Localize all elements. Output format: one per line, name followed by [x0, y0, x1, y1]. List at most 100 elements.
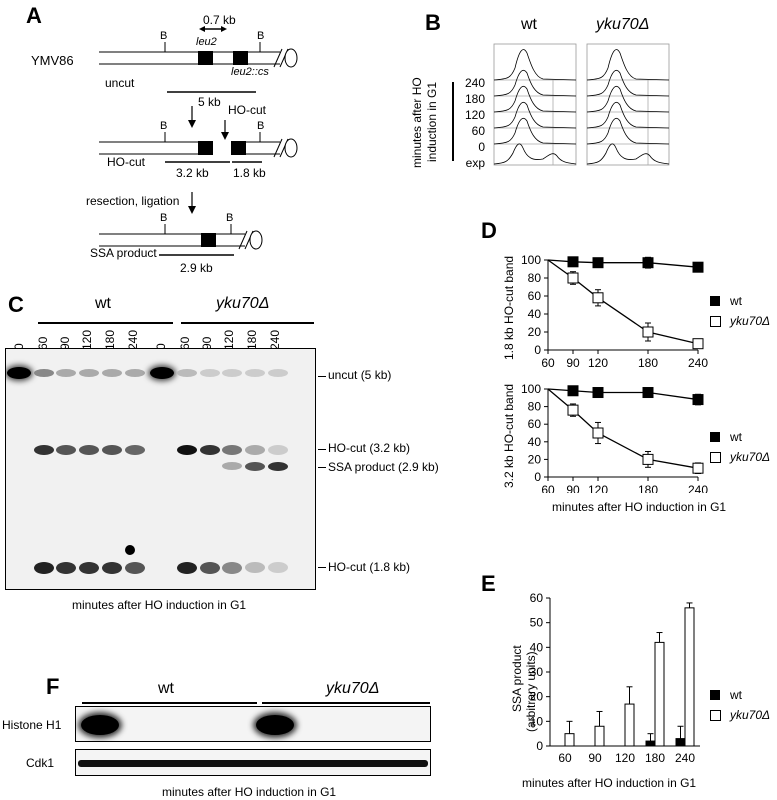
- blot-band: [245, 445, 265, 455]
- legend-d-top-wt-marker: [710, 296, 720, 306]
- facs-row-label: 0: [478, 140, 485, 154]
- x-tick-label: 90: [588, 751, 602, 765]
- blot-tick: [318, 467, 326, 468]
- lane-label: 240: [268, 329, 282, 350]
- panel-label-d: D: [481, 218, 497, 243]
- western-mut-title: yku70Δ: [326, 680, 380, 697]
- chart-d-xlabel: minutes after HO induction in G1: [552, 500, 727, 514]
- lane-label: 120: [222, 329, 236, 350]
- blot-band: [34, 445, 54, 455]
- facs-mut-title: yku70Δ: [596, 16, 650, 33]
- data-point: [692, 394, 704, 406]
- y-tick-label: 100: [521, 253, 541, 267]
- y-tick-label: 40: [528, 435, 542, 449]
- histone-blot: [75, 706, 431, 742]
- blot-band: [200, 562, 220, 574]
- blot-band: [7, 367, 31, 379]
- data-point: [642, 387, 654, 399]
- data-point: [692, 462, 704, 474]
- x-tick-label: 60: [541, 483, 555, 493]
- blot-mut-title: yku70Δ: [216, 295, 270, 312]
- data-point: [692, 338, 704, 350]
- y-tick-label: 10: [530, 714, 544, 728]
- x-tick-label: 120: [615, 751, 635, 765]
- southern-blot: [5, 348, 316, 590]
- x-tick-label: 90: [566, 356, 580, 370]
- legend-e-mut-marker: [710, 710, 721, 721]
- ho-cut-locus: [99, 120, 298, 163]
- chart-e-ylabel-1: SSA product: [510, 645, 524, 712]
- series-line: [547, 388, 699, 469]
- facs-histograms-mut: [586, 43, 670, 166]
- panel-label-e: E: [481, 571, 496, 596]
- blot-band: [222, 445, 242, 455]
- ho-cut-label: HO-cut: [107, 155, 146, 169]
- bar: [594, 725, 605, 747]
- b-site-3: B: [160, 120, 168, 132]
- blot-band: [125, 545, 135, 555]
- panel-label-b: B: [425, 10, 441, 35]
- blot-band: [34, 369, 54, 377]
- western-wt-title: wt: [158, 680, 174, 697]
- strain-label: YMV86: [31, 53, 74, 68]
- data-point: [567, 404, 579, 416]
- blot-band: [34, 562, 54, 574]
- data-point: [567, 385, 579, 397]
- panel-label-f: F: [46, 674, 60, 699]
- b-site-2: B: [257, 30, 265, 42]
- x-tick-label: 180: [638, 483, 658, 493]
- locus-diagram: [99, 26, 298, 256]
- y-tick-label: 60: [528, 417, 542, 431]
- ho-size-left: 3.2 kb: [176, 166, 209, 180]
- chart-d-ylabel-top: 1.8 kb HO-cut band: [502, 255, 516, 360]
- uncut-label: uncut: [105, 76, 135, 90]
- y-tick-label: 80: [528, 271, 542, 285]
- blot-band: [56, 369, 76, 377]
- blot-band: [222, 369, 242, 377]
- ho-cut-arrow-label: HO-cut: [228, 103, 267, 117]
- blot-band: [125, 445, 145, 455]
- bar-chart-ssa: 0 10 20 30 40 50 60 60 90 120 180 240: [530, 591, 700, 765]
- western-xlabel: minutes after HO induction in G1: [162, 785, 337, 799]
- lane-label: 180: [245, 329, 259, 350]
- b-site-5: B: [160, 212, 168, 224]
- x-tick-label: 240: [688, 356, 708, 370]
- y-tick-label: 40: [530, 640, 544, 654]
- bar: [645, 740, 656, 747]
- facs-row-label: 180: [464, 92, 485, 106]
- blot-band: [268, 462, 288, 471]
- uncut-locus: [99, 26, 298, 93]
- legend-d-top-wt: wt: [730, 294, 742, 308]
- blot-band: [102, 562, 122, 574]
- blot-c-xlabel: minutes after HO induction in G1: [72, 598, 247, 612]
- y-tick-label: 50: [530, 616, 544, 630]
- blot-wt-bar: [38, 322, 173, 324]
- x-tick-label: 60: [541, 356, 555, 370]
- facs-row-label: 60: [471, 124, 485, 138]
- blot-wt-title: wt: [95, 295, 111, 312]
- band-label-uncut: uncut (5 kb): [328, 368, 392, 382]
- blot-band: [222, 462, 242, 470]
- blot-mut-bar: [181, 322, 314, 324]
- blot-band: [125, 562, 145, 574]
- resection-label: resection, ligation: [86, 194, 180, 208]
- data-point: [567, 272, 579, 284]
- y-tick-label: 0: [534, 343, 541, 357]
- bar: [675, 738, 686, 747]
- band-label-ssa: SSA product (2.9 kb): [328, 460, 439, 474]
- blot-band: [79, 445, 99, 455]
- blot-band: [102, 445, 122, 455]
- legend-e-wt-marker: [710, 690, 720, 700]
- chart-e-ylabel-2: (arbitrary units): [524, 651, 538, 732]
- blot-band: [150, 367, 174, 379]
- facs-row-label: exp: [465, 156, 485, 170]
- blot-band: [81, 715, 119, 735]
- legend-e-mut: yku70Δ: [730, 708, 771, 722]
- data-point: [567, 256, 579, 268]
- uncut-size: 5 kb: [198, 95, 221, 109]
- x-tick-label: 60: [558, 751, 572, 765]
- y-tick-label: 60: [528, 289, 542, 303]
- cdk1-label: Cdk1: [26, 756, 55, 770]
- facs-row-label: 120: [464, 108, 485, 122]
- blot-band: [268, 369, 288, 377]
